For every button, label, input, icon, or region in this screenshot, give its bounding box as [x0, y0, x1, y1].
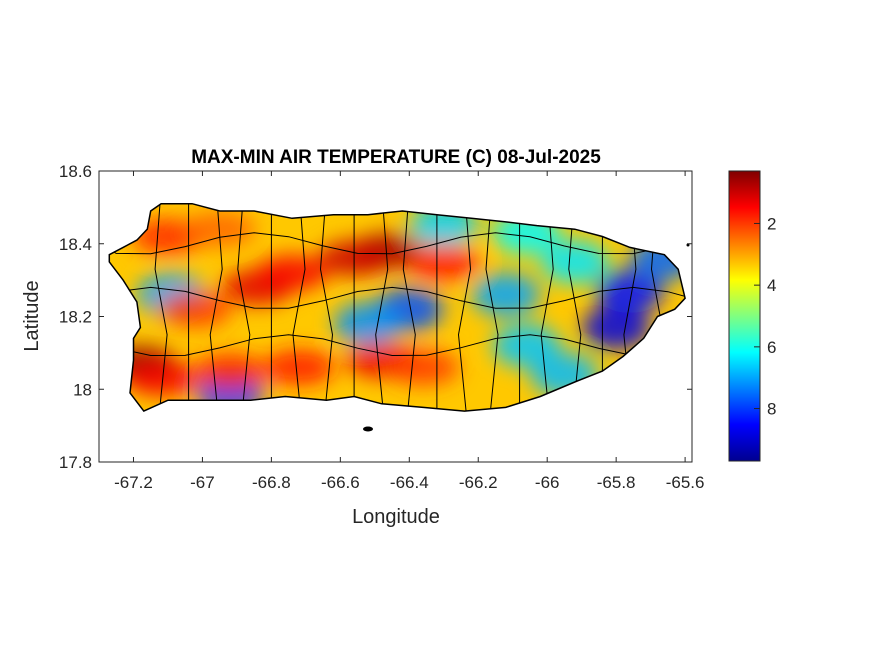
- colorbar-tick-label: 8: [767, 400, 776, 419]
- colorbar-tick-label: 6: [767, 338, 776, 357]
- boundary-line: [319, 203, 334, 412]
- boundary-line: [237, 203, 251, 412]
- x-tick-label: -66.4: [390, 473, 429, 492]
- hot-spot: [125, 360, 198, 397]
- y-axis-label: Latitude: [21, 280, 43, 351]
- colorbar: [728, 170, 761, 462]
- boundary-line: [375, 203, 389, 412]
- boundary-line: [109, 334, 686, 357]
- boundary-line: [209, 203, 223, 412]
- boundary-line: [109, 232, 686, 255]
- y-axis: 18.6 18.4 18.2 18 17.8: [59, 162, 692, 472]
- colorbar-tick-label: 2: [767, 214, 776, 233]
- cool-spot: [333, 301, 402, 346]
- x-tick-label: -65.6: [666, 473, 705, 492]
- colorbar-ticks: 8 6 4 2: [754, 214, 776, 419]
- boundary-line: [292, 203, 306, 412]
- cool-spot: [471, 272, 540, 317]
- boundary-line: [485, 203, 499, 412]
- cool-spot: [540, 239, 609, 284]
- hot-spot: [256, 254, 329, 291]
- colorbar-tick-label: 4: [767, 276, 776, 295]
- y-tick-label: 18.6: [59, 162, 92, 181]
- hot-spot: [194, 353, 267, 390]
- x-axis: -67.2 -67 -66.8 -66.6 -66.4 -66.2 -66 -65.8 -65.…: [114, 171, 704, 492]
- y-tick-label: 18: [73, 380, 92, 399]
- x-tick-label: -65.8: [597, 473, 636, 492]
- x-tick-label: -66.8: [252, 473, 291, 492]
- hot-spot: [159, 291, 232, 328]
- x-tick-label: -67: [190, 473, 215, 492]
- boundary-line: [154, 203, 168, 412]
- hot-spot: [407, 243, 480, 280]
- x-tick-label: -66: [535, 473, 560, 492]
- x-tick-label: -66.6: [321, 473, 360, 492]
- islet-south: [363, 426, 373, 432]
- island-outline: [108, 202, 686, 413]
- x-tick-label: -67.2: [114, 473, 153, 492]
- boundary-line: [109, 286, 686, 309]
- boundary-line: [540, 203, 554, 412]
- chart-title: MAX-MIN AIR TEMPERATURE (C) 08-Jul-2025: [191, 147, 601, 168]
- y-tick-label: 17.8: [59, 453, 92, 472]
- y-tick-label: 18.4: [59, 235, 92, 254]
- y-tick-label: 18.2: [59, 308, 92, 327]
- cool-spot: [595, 269, 664, 314]
- x-axis-label: Longitude: [352, 506, 440, 528]
- cool-spot: [582, 305, 651, 350]
- x-tick-label: -66.2: [459, 473, 498, 492]
- hot-spot: [387, 349, 460, 386]
- boundary-line: [402, 203, 416, 412]
- hot-spot: [262, 349, 335, 386]
